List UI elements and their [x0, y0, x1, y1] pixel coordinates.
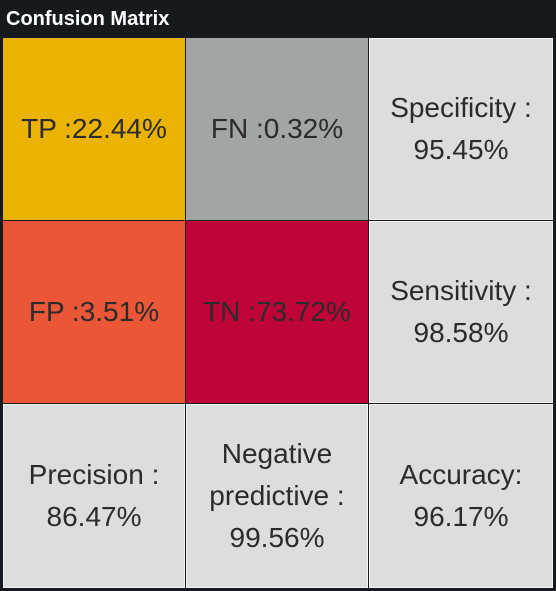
false-negative-cell: FN :0.32%: [186, 38, 368, 220]
specificity-cell: Specificity : 95.45%: [369, 38, 553, 220]
true-negative-cell: TN :73.72%: [186, 221, 368, 403]
accuracy-cell: Accuracy: 96.17%: [369, 404, 553, 588]
false-positive-cell: FP :3.51%: [3, 221, 185, 403]
confusion-matrix-grid: TP :22.44% FN :0.32% Specificity : 95.45…: [3, 38, 553, 588]
sensitivity-cell: Sensitivity : 98.58%: [369, 221, 553, 403]
panel-title: Confusion Matrix: [6, 8, 169, 30]
precision-cell: Precision : 86.47%: [3, 404, 185, 588]
true-positive-cell: TP :22.44%: [3, 38, 185, 220]
negative-predictive-cell: Negative predictive : 99.56%: [186, 404, 368, 588]
